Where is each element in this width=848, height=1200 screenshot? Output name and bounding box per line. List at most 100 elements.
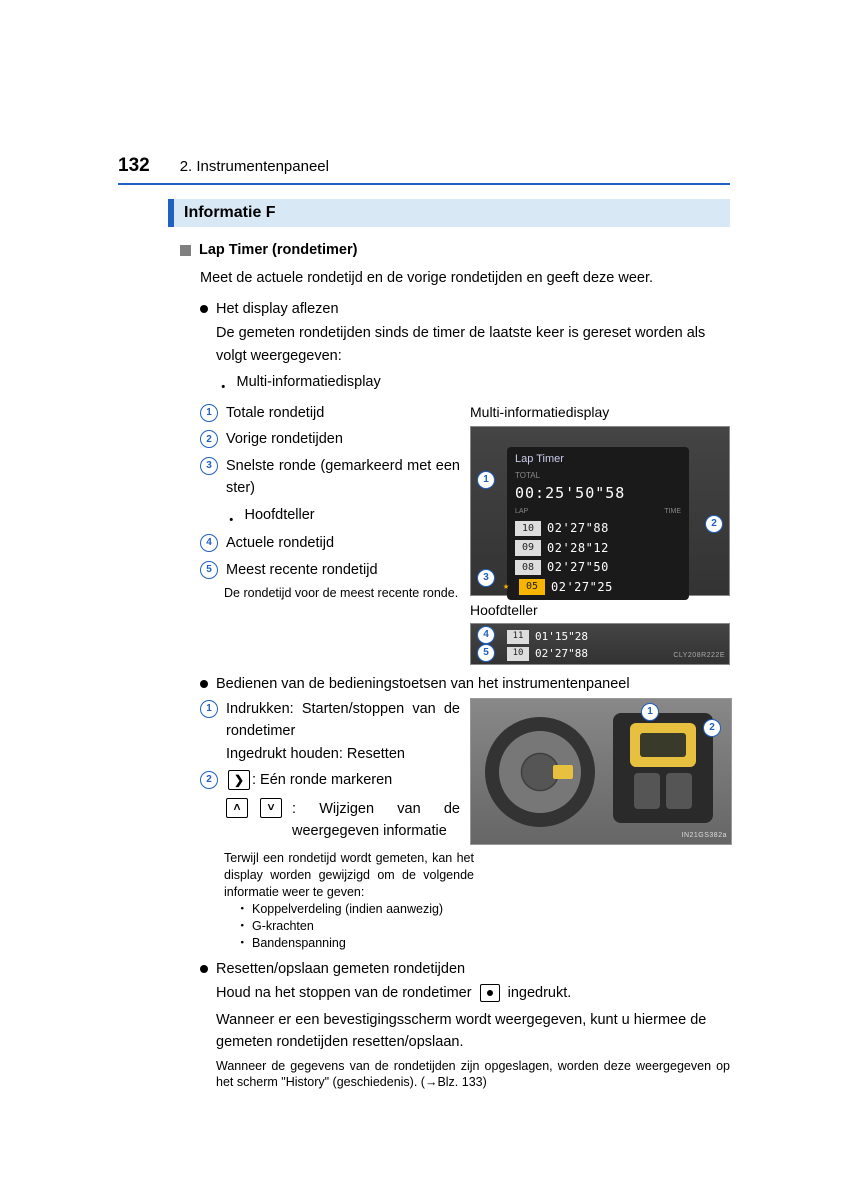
display-section: 1 Totale rondetijd 2 Vorige rondetijden … bbox=[200, 402, 730, 665]
circled-5-icon: 5 bbox=[200, 561, 218, 579]
control-1: 1 Indrukken: Starten/stoppen van de rond… bbox=[200, 698, 460, 765]
heading-row: Lap Timer (rondetimer) bbox=[180, 239, 730, 261]
dot-bullet-icon bbox=[200, 680, 208, 688]
controls-note-list: Koppelverdeling (indien aanwezig) G-krac… bbox=[236, 901, 730, 952]
hoofdteller-sub: ・ Hoofdteller bbox=[224, 504, 460, 532]
bullet-1: Het display aflezen bbox=[200, 298, 730, 320]
total-label: TOTAL bbox=[515, 470, 681, 482]
bullet-2: Bedienen van de bedieningstoetsen van he… bbox=[200, 673, 730, 695]
lap-row-fastest: ★0502'27"25 bbox=[515, 578, 681, 597]
lap-timer-title: Lap Timer bbox=[515, 451, 681, 468]
lap-num: 10 bbox=[515, 521, 541, 537]
header-rule bbox=[118, 183, 730, 185]
legend-4-text: Actuele rondetijd bbox=[226, 532, 460, 554]
control-2-label: : Eén ronde markeren bbox=[252, 772, 392, 788]
tiny-dot-icon: ・ bbox=[216, 377, 231, 399]
col-time: TIME bbox=[664, 507, 681, 518]
lap-time: 02'27"88 bbox=[547, 519, 609, 538]
main-time: 01'15"28 bbox=[535, 628, 588, 645]
bullet-3-note: Wanneer de gegevens van de rondetijden z… bbox=[216, 1058, 730, 1092]
page-number: 132 bbox=[118, 155, 150, 177]
dot-bullet-icon bbox=[200, 305, 208, 313]
controls-legend: 1 Indrukken: Starten/stoppen van de rond… bbox=[200, 698, 460, 847]
panel-buttons bbox=[613, 773, 713, 809]
main-num: 10 bbox=[507, 647, 529, 661]
tiny-dot-icon: ・ bbox=[224, 510, 239, 532]
chevron-up-icon: ˄ bbox=[226, 798, 248, 818]
chevron-right-icon: ❯ bbox=[228, 770, 250, 790]
callout-4-icon: 4 bbox=[477, 626, 495, 644]
lap-time: 02'27"25 bbox=[551, 578, 613, 597]
total-time: 00:25'50"58 bbox=[515, 482, 681, 505]
steering-wheel-icon bbox=[485, 717, 595, 827]
main-num: 11 bbox=[507, 630, 529, 644]
square-bullet-icon bbox=[180, 245, 191, 256]
wheel-button-icon bbox=[553, 765, 573, 779]
star-icon: ★ bbox=[503, 579, 513, 595]
legend-1: 1 Totale rondetijd bbox=[200, 402, 460, 424]
callout-1-icon: 1 bbox=[477, 471, 495, 489]
heading: Lap Timer (rondetimer) bbox=[199, 239, 357, 261]
main-row: 10 02'27"88 bbox=[507, 645, 689, 662]
legend-2-text: Vorige rondetijden bbox=[226, 428, 460, 450]
legend-2: 2 Vorige rondetijden bbox=[200, 428, 460, 450]
content: Lap Timer (rondetimer) Meet de actuele r… bbox=[0, 239, 848, 1091]
main-row: 11 01'15"28 bbox=[507, 628, 689, 645]
main-meter-figure: 11 01'15"28 10 02'27"88 4 5 CLY208R222E bbox=[470, 623, 730, 665]
bullet-3-l1a: Houd na het stoppen van de rondetimer bbox=[216, 985, 476, 1001]
legend-3: 3 Snelste ronde (gemarkeerd met een ster… bbox=[200, 455, 460, 500]
bullet-1-desc: De gemeten rondetijden sinds de timer de… bbox=[216, 322, 730, 367]
lap-num: 09 bbox=[515, 540, 541, 556]
circled-2-icon: 2 bbox=[200, 771, 218, 789]
lap-row: 08 02'27"50 bbox=[515, 558, 681, 577]
manual-page: 132 2. Instrumentenpaneel Informatie F L… bbox=[0, 0, 848, 1200]
controls-section: 1 Indrukken: Starten/stoppen van de rond… bbox=[200, 698, 730, 847]
legend-4: 4 Actuele rondetijd bbox=[200, 532, 460, 554]
control-2: 2 ❯: Eén ronde markeren bbox=[200, 769, 460, 791]
control-1a: Indrukken: Starten/stoppen van de rondet… bbox=[226, 701, 460, 739]
circled-1-icon: 1 bbox=[200, 404, 218, 422]
fig2-title: Hoofdteller bbox=[470, 600, 730, 622]
control-panel-icon bbox=[613, 713, 713, 823]
figure-code: IN21GS382a bbox=[682, 831, 727, 842]
lap-num: 08 bbox=[515, 560, 541, 576]
col-lap: LAP bbox=[515, 507, 528, 518]
callout-2-icon: 2 bbox=[703, 719, 721, 737]
intro-text: Meet de actuele rondetijd en de vorige r… bbox=[200, 267, 730, 289]
circled-3-icon: 3 bbox=[200, 457, 218, 475]
lap-timer-screen: Lap Timer TOTAL 00:25'50"58 LAP TIME 10 0… bbox=[507, 447, 689, 601]
dot-bullet-icon bbox=[200, 965, 208, 973]
chevron-down-icon: ˅ bbox=[260, 798, 282, 818]
bullet-3-line1: Houd na het stoppen van de rondetimer in… bbox=[216, 982, 730, 1004]
list-item: Bandenspanning bbox=[236, 935, 730, 952]
control-3-label: : Wijzigen van de weergegeven informatie bbox=[292, 798, 460, 843]
dpad-icon bbox=[630, 723, 696, 767]
legend-5-text: Meest recente rondetijd bbox=[226, 559, 460, 581]
legend-1-text: Totale rondetijd bbox=[226, 402, 460, 424]
bullet-1-title: Het display aflezen bbox=[216, 298, 730, 320]
callout-1-icon: 1 bbox=[641, 703, 659, 721]
center-button-icon bbox=[480, 984, 500, 1002]
controls-figure-col: 1 2 IN21GS382a bbox=[470, 698, 730, 847]
lap-time: 02'27"50 bbox=[547, 558, 609, 577]
lap-col-headers: LAP TIME bbox=[515, 507, 681, 518]
bullet-1-sub: ・ Multi-informatiedisplay bbox=[216, 371, 730, 399]
main-time: 02'27"88 bbox=[535, 645, 588, 662]
circled-1-icon: 1 bbox=[200, 700, 218, 718]
bullet-3-l1b: ingedrukt. bbox=[504, 985, 572, 1001]
lap-row: 0902'28"12 bbox=[515, 539, 681, 558]
fig1-title: Multi-informatiedisplay bbox=[470, 402, 730, 424]
callout-5-icon: 5 bbox=[477, 644, 495, 662]
circled-2-icon: 2 bbox=[200, 430, 218, 448]
display-figures: Multi-informatiedisplay Lap Timer TOTAL … bbox=[470, 402, 730, 665]
legend-5-note: De rondetijd voor de meest recente ronde… bbox=[224, 585, 460, 603]
bullet-3-line2: Wanneer er een bevestigingsscherm wordt … bbox=[216, 1009, 730, 1054]
control-2-text: ❯: Eén ronde markeren bbox=[226, 769, 460, 791]
chapter-title: 2. Instrumentenpaneel bbox=[180, 158, 329, 175]
list-item: G-krachten bbox=[236, 918, 730, 935]
legend-5: 5 Meest recente rondetijd bbox=[200, 559, 460, 581]
figure-code: CLY208R222E bbox=[673, 651, 725, 662]
circled-4-icon: 4 bbox=[200, 534, 218, 552]
control-1b: Ingedrukt houden: Resetten bbox=[226, 746, 405, 762]
callout-2-icon: 2 bbox=[705, 515, 723, 533]
